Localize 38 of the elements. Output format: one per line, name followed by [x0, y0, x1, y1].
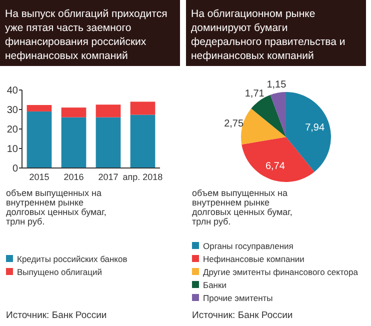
pie-slice [286, 92, 331, 172]
data-label: 1,71 [244, 88, 265, 100]
legend-label: Кредиты российских банков [17, 254, 128, 264]
data-label: 6,74 [265, 161, 286, 172]
bar [61, 108, 86, 118]
y-tick-label: 20 [6, 124, 18, 136]
legend-label: Нефинансовые компании [203, 254, 305, 264]
bar [96, 117, 121, 168]
y-tick-label: 40 [6, 86, 18, 96]
data-label: 7,94 [305, 122, 325, 134]
legend-label: Выпущено облигаций [17, 267, 102, 277]
text: объем выпущенных на внутреннем рынке долговых ценных бумаг, трлн руб. [192, 188, 292, 226]
text: объем выпущенных на внутреннем рынке долговых ценных бумаг, трлн руб. [6, 188, 106, 226]
legend-label: Органы госуправления [203, 241, 294, 251]
legend-label: Прочие эмитенты [203, 293, 273, 303]
bar [26, 105, 52, 112]
bar [61, 117, 86, 168]
y-tick-label: 30 [6, 105, 18, 116]
bar [130, 114, 156, 168]
data-label: 1,15 [266, 79, 287, 90]
legend-label: Банки [203, 280, 227, 290]
bar [96, 104, 121, 118]
bar [26, 111, 52, 168]
pie-slice [270, 92, 286, 137]
x-tick-label: 2015 [29, 172, 50, 182]
x-tick-label: 2017 [98, 172, 118, 182]
y-tick-label: 10 [6, 144, 18, 155]
y-tick-label: 0 [12, 164, 18, 174]
chart-title: На облигационном рынке доминируют бумаги федерального правительства и нефинансовых компаний [191, 8, 346, 62]
legend-label: Другие эмитенты финансового сектора [203, 267, 358, 277]
pie-slice [242, 137, 314, 182]
data-label: 2,75 [224, 118, 244, 130]
text: Источник: Банк России [192, 310, 293, 321]
x-tick-label: апр. 2018 [122, 172, 163, 182]
chart-title: На выпуск облигаций приходится уже пятая часть заемного финансирования российских нефинансовых компаний [5, 8, 168, 62]
bar [130, 102, 156, 115]
x-tick-label: 2016 [64, 172, 84, 182]
text: Источник: Банк России [6, 310, 107, 321]
